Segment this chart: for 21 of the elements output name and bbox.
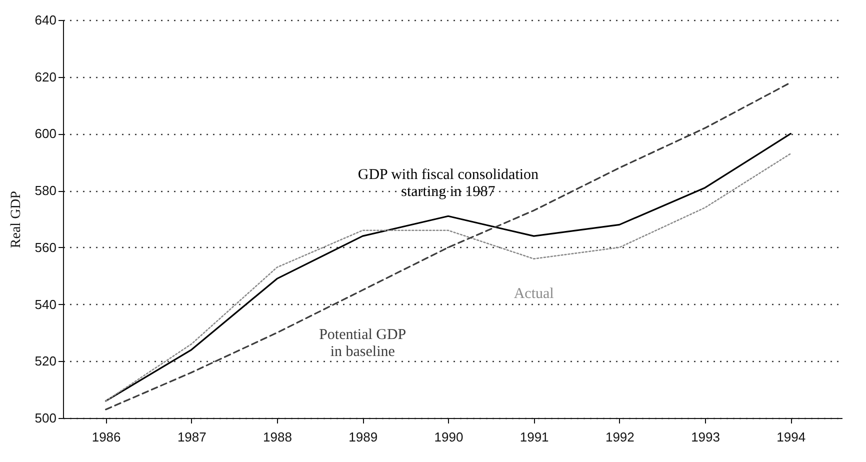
y-axis-title: Real GDP (8, 190, 24, 248)
y-tick-label: 600 (34, 126, 56, 142)
y-tick-label: 620 (34, 69, 56, 84)
y-tick-label: 540 (34, 296, 56, 312)
x-tick-label: 1994 (776, 430, 806, 444)
x-tick-label: 1992 (605, 430, 634, 444)
y-tick-label: 500 (34, 410, 56, 426)
series-label: Actual (514, 286, 554, 302)
y-tick-label: 640 (34, 12, 56, 28)
y-tick-label: 580 (34, 183, 56, 198)
y-tick-label: 560 (34, 240, 56, 255)
x-tick-label: 1993 (691, 430, 720, 444)
x-tick-label: 1987 (177, 430, 206, 444)
x-tick-label: 1988 (263, 430, 292, 444)
text: GDP with fiscal consolidation starting in 1987 (358, 167, 540, 200)
series-label: Potential GDP in baseline (319, 327, 406, 360)
x-tick-label: 1989 (348, 430, 378, 444)
x-tick-label: 1991 (520, 430, 549, 444)
y-tick-label: 520 (34, 354, 56, 369)
x-tick-label: 1986 (92, 430, 121, 444)
x-tick-label: 1990 (434, 430, 464, 444)
